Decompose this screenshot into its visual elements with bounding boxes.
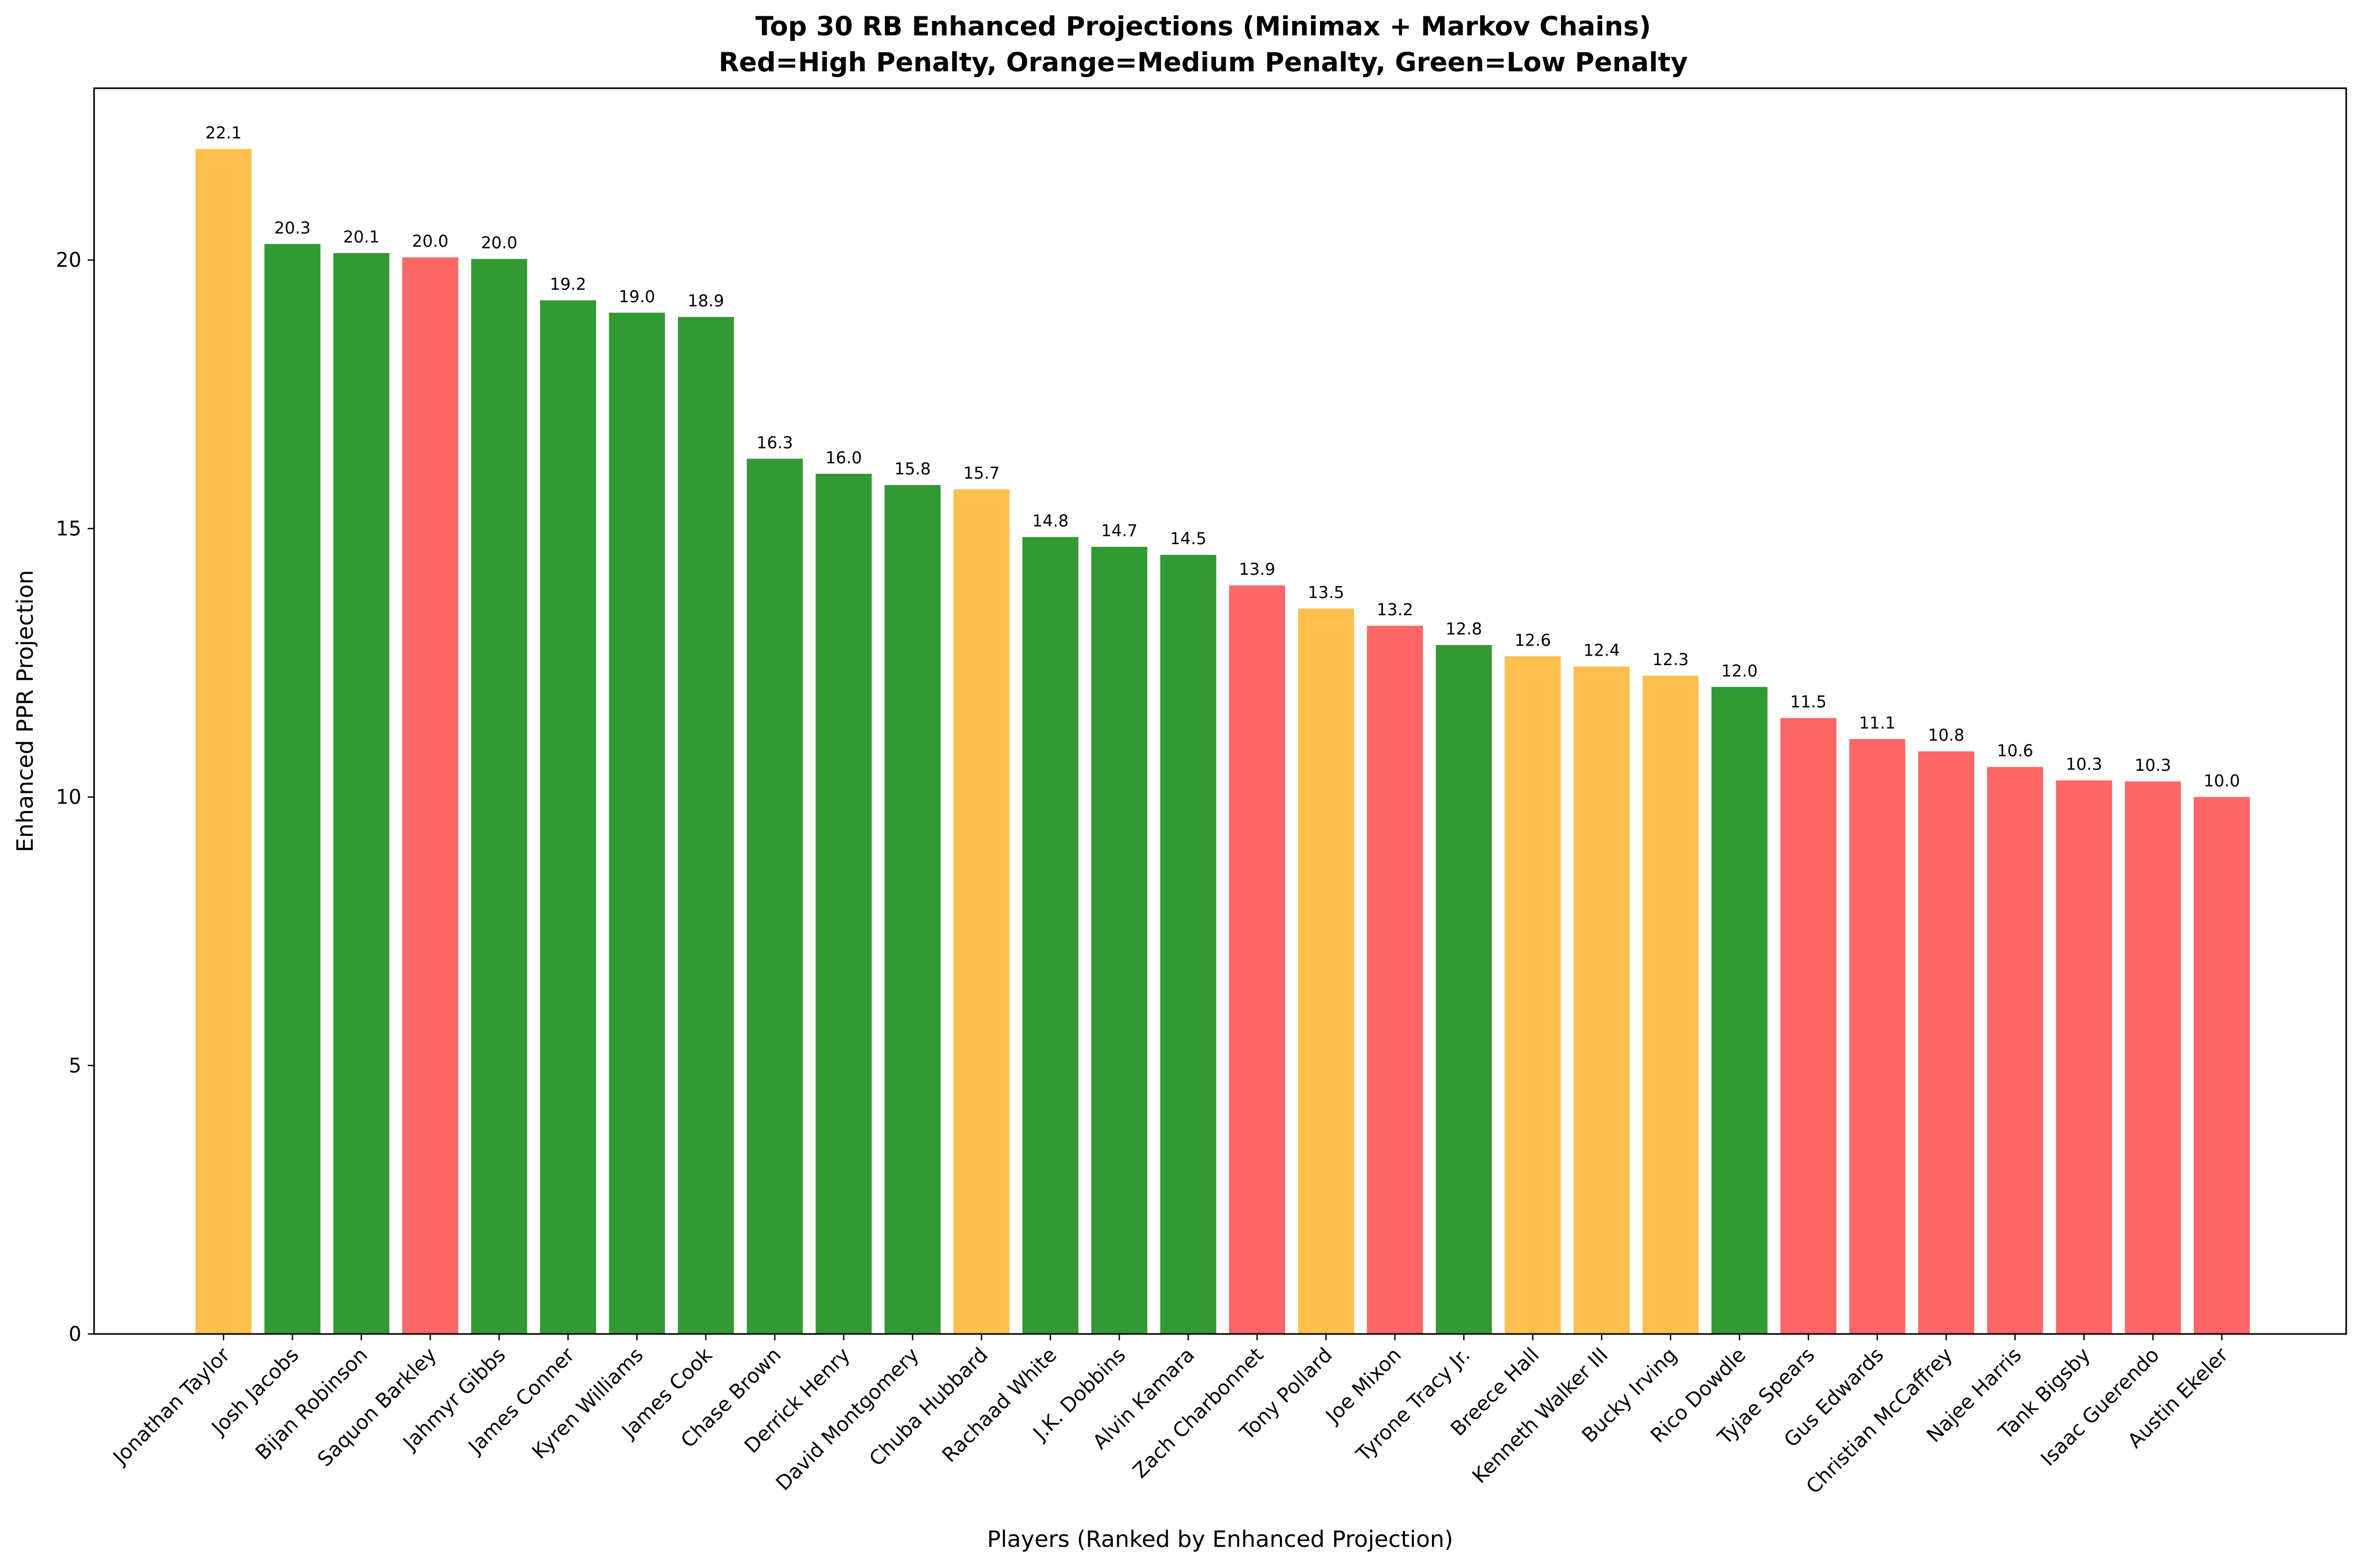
bar-value-label: 19.0 — [619, 287, 655, 306]
bar-value-label: 10.0 — [2204, 772, 2240, 791]
plot-frame — [93, 87, 2347, 1335]
bar-value-label: 10.3 — [2066, 755, 2102, 774]
bar-value-label: 10.8 — [1928, 726, 1964, 745]
bar-25 — [1918, 751, 1974, 1334]
bar-26 — [1987, 767, 2043, 1334]
bar-value-label: 22.1 — [205, 124, 241, 143]
value-labels-group: 22.1 20.3 20.1 20.0 20.0 19.2 19.0 18.9 16.3 16.0… — [205, 124, 2240, 791]
bar-27 — [2056, 780, 2112, 1334]
bar-17 — [1367, 626, 1423, 1334]
bar-value-label: 14.5 — [1170, 529, 1206, 548]
bar-value-label: 14.7 — [1101, 521, 1138, 540]
bar-20 — [1574, 666, 1630, 1334]
y-tick-label: 20 — [56, 248, 81, 272]
y-tick-label: 0 — [69, 1322, 81, 1346]
bar-value-label: 11.5 — [1790, 693, 1827, 712]
bar-value-label: 12.8 — [1446, 620, 1482, 639]
bar-value-label: 20.0 — [412, 232, 449, 251]
bar-21 — [1642, 675, 1699, 1334]
bar-6 — [609, 312, 665, 1334]
bars-group — [196, 148, 2250, 1334]
bar-value-label: 13.5 — [1308, 583, 1344, 602]
bar-9 — [815, 473, 872, 1334]
y-axis-label: Enhanced PPR Projection — [12, 570, 39, 852]
bar-value-label: 16.0 — [825, 449, 862, 468]
bar-12 — [1022, 537, 1079, 1334]
bar-2 — [333, 253, 389, 1334]
bar-value-label: 12.4 — [1583, 641, 1620, 660]
bar-3 — [402, 257, 459, 1334]
bar-28 — [2125, 781, 2181, 1334]
chart-title: Top 30 RB Enhanced Projections (Minimax … — [755, 11, 1651, 42]
bar-24 — [1849, 739, 1905, 1334]
bar-value-label: 14.8 — [1032, 512, 1068, 531]
bar-value-label: 20.0 — [481, 234, 517, 253]
bar-15 — [1229, 585, 1285, 1334]
bar-value-label: 12.3 — [1652, 650, 1689, 669]
bar-23 — [1780, 718, 1837, 1334]
y-tick-label: 5 — [69, 1054, 81, 1077]
bar-10 — [885, 485, 941, 1334]
bar-11 — [953, 489, 1010, 1334]
y-tick-label: 15 — [56, 517, 81, 540]
bar-1 — [264, 244, 321, 1334]
bar-14 — [1160, 555, 1216, 1334]
bar-value-label: 15.7 — [963, 464, 1000, 483]
bar-value-label: 20.3 — [274, 219, 311, 238]
bar-22 — [1711, 687, 1768, 1334]
bar-19 — [1504, 656, 1561, 1334]
bar-0 — [196, 148, 252, 1334]
bar-value-label: 18.9 — [687, 292, 724, 311]
bar-7 — [677, 316, 734, 1334]
bar-16 — [1298, 608, 1354, 1334]
bar-18 — [1436, 645, 1492, 1334]
bar-4 — [471, 259, 527, 1334]
bar-value-label: 11.1 — [1859, 714, 1895, 733]
y-axis-ticks: 0 5 10 15 20 — [56, 248, 94, 1346]
bar-value-label: 16.3 — [757, 433, 793, 452]
bar-5 — [540, 300, 596, 1334]
bar-value-label: 12.0 — [1721, 661, 1758, 680]
bar-13 — [1091, 546, 1148, 1334]
bar-value-label: 10.6 — [1997, 742, 2033, 761]
bar-value-label: 15.8 — [894, 460, 931, 479]
y-tick-label: 10 — [56, 786, 81, 809]
bar-value-label: 20.1 — [343, 228, 379, 247]
bar-8 — [747, 459, 803, 1334]
x-axis-label: Players (Ranked by Enhanced Projection) — [987, 1526, 1453, 1553]
bar-value-label: 10.3 — [2135, 756, 2171, 775]
bar-value-label: 19.2 — [550, 275, 586, 294]
chart-subtitle: Red=High Penalty, Orange=Medium Penalty,… — [719, 47, 1688, 78]
bar-value-label: 13.9 — [1239, 560, 1275, 579]
bar-value-label: 13.2 — [1377, 600, 1413, 619]
bar-29 — [2193, 797, 2250, 1334]
bar-value-label: 12.6 — [1514, 631, 1551, 650]
